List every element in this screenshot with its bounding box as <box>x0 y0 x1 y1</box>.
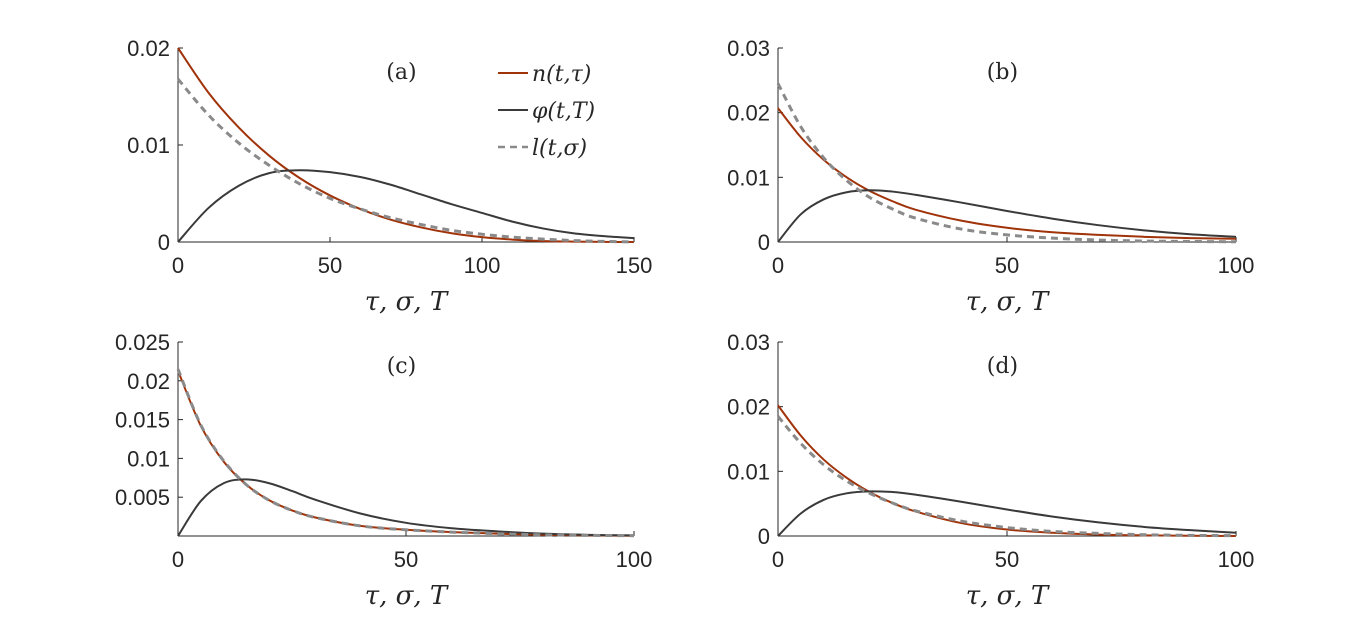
x-tick-label: 0 <box>772 547 784 572</box>
x-tick-label: 100 <box>616 547 653 572</box>
series-line <box>777 107 1237 240</box>
x-axis-label: τ, σ, T <box>365 287 449 317</box>
legend-entry: n(t,τ) <box>532 62 591 87</box>
x-tick-label: 0 <box>172 547 184 572</box>
x-tick-label: 50 <box>318 253 342 278</box>
y-tick-label: 0.01 <box>127 446 170 471</box>
y-tick-label: 0.025 <box>115 330 170 355</box>
x-tick-label: 150 <box>616 253 653 278</box>
y-tick-label: 0.02 <box>727 395 770 420</box>
x-tick-label: 100 <box>1218 547 1255 572</box>
series-line <box>177 47 635 243</box>
series-line <box>777 404 1237 537</box>
y-tick-label: 0.03 <box>727 36 770 61</box>
x-tick-label: 100 <box>464 253 501 278</box>
x-axis-label: τ, σ, T <box>966 287 1050 317</box>
x-tick-label: 50 <box>394 547 418 572</box>
y-tick-label: 0.01 <box>727 165 770 190</box>
series-line <box>776 415 1237 538</box>
chart-panel-2: 0 50 100 0 0.01 0.02 0.03 (b) τ, σ, T <box>727 36 1254 317</box>
x-axis-label: τ, σ, T <box>966 581 1050 611</box>
x-tick-label: 0 <box>772 253 784 278</box>
y-tick-label: 0.02 <box>127 36 170 61</box>
series-line <box>776 82 1237 244</box>
y-tick-label: 0 <box>758 524 770 549</box>
y-tick-label: 0.005 <box>115 485 170 510</box>
y-tick-label: 0.02 <box>127 369 170 394</box>
y-tick-label: 0.03 <box>727 330 770 355</box>
legend-entry: φ(t,T) <box>532 99 595 124</box>
series-line <box>177 169 635 243</box>
y-tick-label: 0 <box>158 230 170 255</box>
panel-label: (a) <box>386 60 416 85</box>
x-axis-label: τ, σ, T <box>365 581 449 611</box>
y-tick-label: 0.02 <box>727 101 770 126</box>
x-tick-label: 0 <box>172 253 184 278</box>
series-line <box>177 370 635 537</box>
chart-panel-3: 0 50 100 0.005 0.01 0.015 0.02 0.025 (c) τ, σ, T <box>115 330 652 611</box>
y-tick-label: 0.01 <box>727 459 770 484</box>
series-line <box>777 490 1237 537</box>
legend-entry: l(t,σ) <box>532 136 587 161</box>
legend: n(t,τ) φ(t,T) l(t,σ) <box>498 62 595 161</box>
chart-panel-1: 0 50 100 150 0 0.01 0.02 (a) τ, σ, T n(t,τ) φ(t,T)… <box>127 36 652 317</box>
series-line <box>777 189 1237 243</box>
panel-label: (c) <box>387 354 417 379</box>
y-tick-label: 0.01 <box>127 133 170 158</box>
x-tick-label: 100 <box>1218 253 1255 278</box>
series-line <box>176 368 635 538</box>
x-tick-label: 50 <box>995 253 1019 278</box>
y-tick-label: 0 <box>758 230 770 255</box>
x-tick-label: 50 <box>995 547 1019 572</box>
panel-label: (b) <box>987 60 1018 85</box>
y-tick-label: 0.015 <box>115 408 170 433</box>
panel-label: (d) <box>987 354 1018 379</box>
series-line <box>177 478 635 537</box>
chart-panel-4: 0 50 100 0 0.01 0.02 0.03 (d) τ, σ, T <box>727 330 1254 611</box>
